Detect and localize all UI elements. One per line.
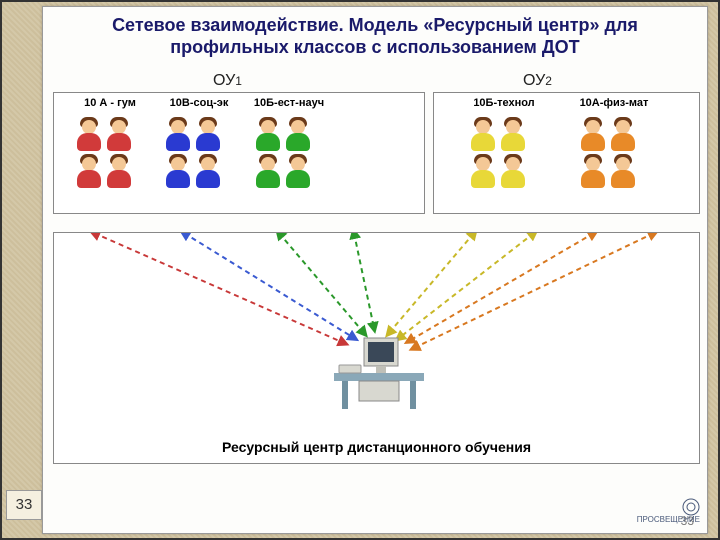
center-label: Ресурсный центр дистанционного обучения [54,439,699,455]
student-icon [609,118,637,153]
student-icon [194,155,222,190]
student-cluster [469,118,527,190]
page-number-box: 33 [6,490,42,520]
class-label: 10Б-технол [459,97,549,109]
class-label: 10В-соц-эк [154,97,244,109]
publisher-logo: ПРОСВЕЩЕНИЕ [637,498,700,524]
student-icon [469,118,497,153]
ou2-label: ОУ2 [523,72,552,90]
student-cluster [75,118,133,190]
student-icon [164,118,192,153]
student-icon [284,155,312,190]
slide-title: Сетевое взаимодействие. Модель «Ресурсны… [43,7,707,62]
student-cluster [254,118,312,190]
student-icon [105,155,133,190]
ou2-box: 10Б-технол 10А-физ-мат [433,92,700,214]
class-label: 10А-физ-мат [569,97,659,109]
student-icon [75,118,103,153]
center-box: Ресурсный центр дистанционного обучения [53,232,700,464]
class-label: 10Б-ест-науч [244,97,334,109]
content-area: ОУ1 ОУ2 10 А - гум10В-соц-эк10Б-ест-науч… [43,62,707,492]
slide-frame: Сетевое взаимодействие. Модель «Ресурсны… [42,6,708,534]
student-icon [284,118,312,153]
student-icon [75,155,103,190]
computer-icon [324,323,434,413]
student-icon [194,118,222,153]
ou1-box: 10 А - гум10В-соц-эк10Б-ест-науч [53,92,425,214]
student-icon [254,155,282,190]
student-icon [469,155,497,190]
ou1-label: ОУ1 [213,72,242,90]
student-icon [105,118,133,153]
student-icon [164,155,192,190]
student-icon [499,155,527,190]
student-cluster [579,118,637,190]
student-icon [579,118,607,153]
student-icon [579,155,607,190]
student-icon [499,118,527,153]
student-icon [609,155,637,190]
class-label: 10 А - гум [65,97,155,109]
student-icon [254,118,282,153]
student-cluster [164,118,222,190]
